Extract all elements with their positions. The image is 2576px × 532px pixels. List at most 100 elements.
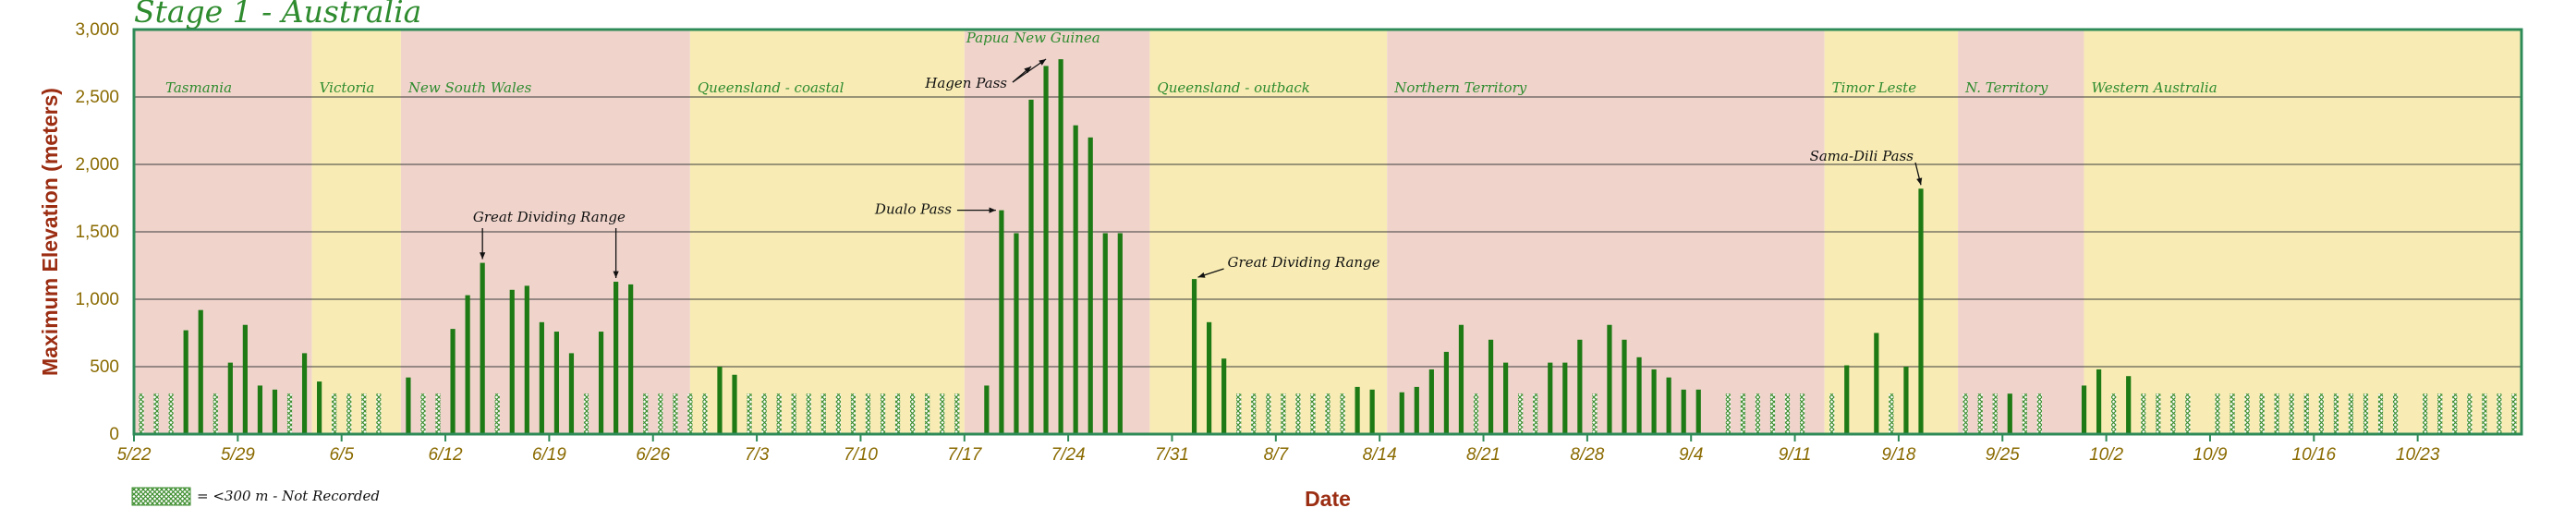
annotation-arrowhead [1024, 66, 1032, 74]
bar [1458, 324, 1464, 434]
bar [999, 210, 1004, 434]
bar [301, 353, 308, 434]
bar [1622, 339, 1627, 434]
annotation-label: Hagen Pass [924, 75, 1007, 91]
bar-not-recorded [2437, 393, 2443, 434]
bar-not-recorded [673, 393, 678, 434]
bar [1502, 362, 1509, 434]
y-tick-label: 2,500 [75, 88, 119, 107]
bar-not-recorded [1725, 393, 1731, 434]
y-axis-ticks: 0 500 1,000 1,500 2,000 2,500 3,000 [75, 20, 119, 444]
bar-not-recorded [1266, 393, 1271, 434]
bar-not-recorded [835, 393, 841, 434]
bar-not-recorded [2244, 393, 2250, 434]
bar [183, 330, 188, 434]
plot-frame [132, 28, 2523, 436]
bar [614, 282, 619, 434]
bar [1918, 188, 1924, 434]
x-tick-label: 8/7 [1264, 445, 1290, 465]
bar [568, 353, 575, 434]
bar-not-recorded [658, 393, 663, 434]
region-label: Western Australia [2092, 79, 2218, 96]
bar-not-recorded [1799, 393, 1805, 434]
bar [553, 332, 560, 434]
bar-not-recorded [1251, 393, 1257, 434]
bar-not-recorded [2497, 393, 2502, 434]
x-tick-label: 5/29 [221, 445, 255, 465]
x-tick-label: 10/23 [2396, 445, 2440, 465]
bar-not-recorded [2467, 393, 2473, 434]
y-tick-label: 2,000 [75, 155, 119, 175]
bar-not-recorded [2423, 393, 2428, 434]
bar [2007, 393, 2012, 434]
region-label: New South Wales [407, 79, 532, 96]
y-tick-label: 0 [109, 425, 119, 444]
x-tick-label: 10/9 [2193, 445, 2227, 465]
bar-not-recorded [925, 393, 930, 434]
bar-not-recorded [2215, 393, 2220, 434]
bar [480, 262, 485, 434]
bar-not-recorded [1992, 393, 1998, 434]
bar [1102, 233, 1108, 434]
region-label: Victoria [320, 79, 375, 96]
bar-not-recorded [1755, 393, 1761, 434]
x-tick-label: 7/3 [745, 445, 770, 465]
bar-not-recorded [1533, 393, 1538, 434]
annotations: Great Dividing Range Hagen Pass Dualo Pass… [473, 58, 1923, 279]
bar-not-recorded [2185, 393, 2191, 434]
bar [524, 285, 529, 434]
x-tick-label: 5/22 [117, 445, 152, 465]
x-axis-label: Date [1305, 487, 1351, 511]
bar [272, 389, 278, 434]
legend-label: = <300 m - Not Recorded [197, 488, 380, 504]
bar-not-recorded [583, 393, 589, 434]
legend-swatch [131, 487, 191, 506]
annotation-arrowhead [1039, 59, 1047, 66]
bar-not-recorded [1592, 393, 1598, 434]
x-tick-label: 10/2 [2089, 445, 2123, 465]
x-tick-label: 9/25 [1986, 445, 2020, 465]
region-label: Tasmania [165, 79, 232, 96]
x-tick-label: 6/19 [532, 445, 566, 465]
bar-not-recorded [361, 393, 367, 434]
bar-not-recorded [2377, 393, 2384, 434]
x-axis-ticks: 5/22 5/29 6/5 6/12 6/19 6/26 7/3 7/10 7/17 7/24 7/… [117, 434, 2440, 465]
bar-not-recorded [2452, 393, 2458, 434]
bar [317, 381, 322, 434]
bar [732, 374, 737, 434]
bar [1369, 389, 1375, 434]
bar-not-recorded [954, 393, 960, 434]
bar-not-recorded [2333, 393, 2339, 434]
bar [1028, 99, 1034, 435]
bar-not-recorded [1769, 393, 1776, 434]
region-label: Papua New Guinea [966, 30, 1100, 46]
annotation-arrowhead [1197, 272, 1206, 278]
bar-not-recorded [1784, 393, 1791, 434]
legend: = <300 m - Not Recorded [131, 487, 380, 506]
bar-not-recorded [2111, 393, 2117, 434]
bar-not-recorded [2303, 393, 2309, 434]
bar [1903, 367, 1909, 434]
bar-not-recorded [2318, 393, 2324, 434]
annotation-arrowhead [613, 271, 619, 279]
annotation-arrowhead [480, 252, 486, 260]
x-tick-label: 10/16 [2292, 445, 2337, 465]
bar-not-recorded [1310, 393, 1316, 434]
bar-not-recorded [940, 393, 945, 434]
x-tick-label: 6/26 [636, 445, 670, 465]
bar-not-recorded [2482, 393, 2487, 434]
bar-not-recorded [2141, 393, 2146, 434]
bar-not-recorded [820, 393, 826, 434]
bar [1681, 389, 1686, 434]
bar [1058, 59, 1063, 435]
bar-not-recorded [2274, 393, 2279, 434]
bar-not-recorded [346, 393, 352, 434]
bar-not-recorded [1340, 393, 1345, 434]
bar [450, 329, 456, 434]
bar [1043, 66, 1049, 435]
y-axis-label: Maximum Elevation (meters) [38, 88, 62, 376]
bar-not-recorded [865, 393, 871, 434]
bar-not-recorded [286, 393, 293, 434]
bar-not-recorded [332, 393, 337, 434]
bar-not-recorded [687, 393, 693, 434]
